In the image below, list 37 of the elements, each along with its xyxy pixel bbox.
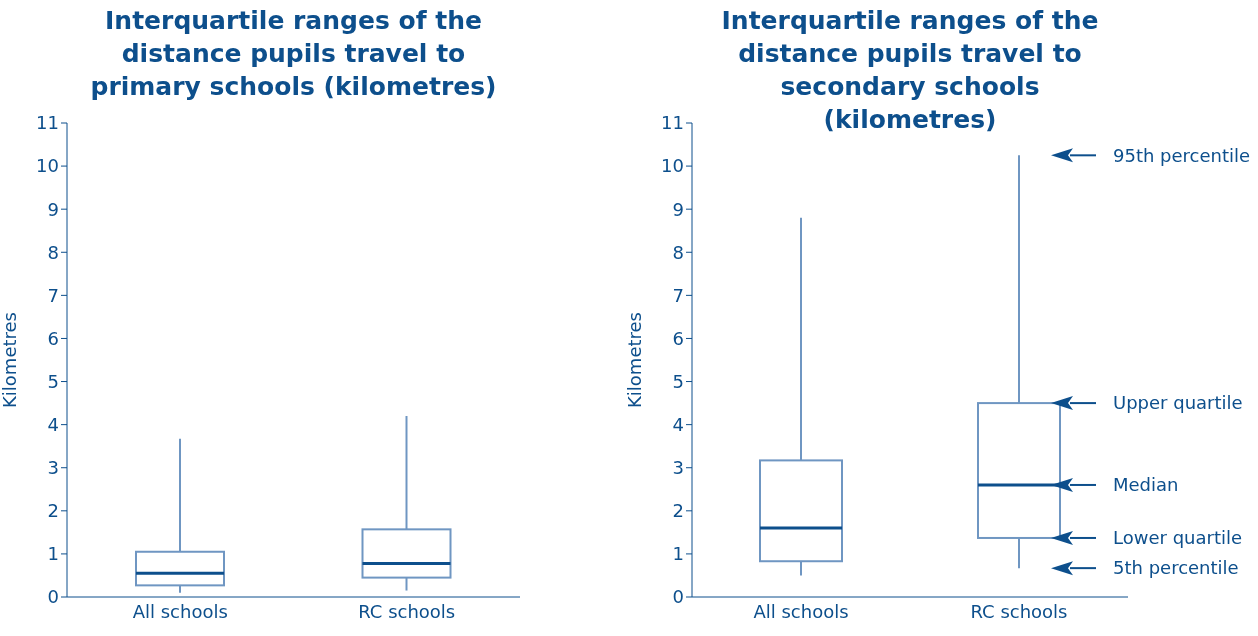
y-axis-title: Kilometres — [0, 312, 21, 408]
y-tick-label: 6 — [47, 327, 59, 349]
annotation: Median — [1113, 474, 1179, 496]
y-tick-label: 1 — [672, 543, 684, 565]
y-tick-label: 7 — [47, 284, 59, 306]
y-axis-title: Kilometres — [624, 312, 646, 408]
annotation: 5th percentile — [1113, 557, 1239, 579]
y-tick-label: 11 — [36, 112, 59, 134]
y-tick-label: 5 — [672, 370, 684, 392]
y-tick-label: 7 — [672, 284, 684, 306]
chart-title: Interquartile ranges of the distance pupils travel to secondary schools (kilometres) — [720, 5, 1100, 136]
annotation: Lower quartile — [1113, 527, 1243, 549]
y-tick-label: 8 — [672, 241, 684, 263]
y-tick-label: 10 — [36, 155, 59, 177]
x-tick-label: All schools — [132, 600, 228, 622]
y-tick-label: 3 — [672, 457, 684, 479]
y-tick-label: 0 — [672, 586, 684, 608]
y-tick-label: 11 — [661, 112, 684, 134]
y-tick-label: 2 — [47, 500, 59, 522]
y-tick-label: 2 — [672, 500, 684, 522]
y-tick-label: 9 — [672, 198, 684, 220]
x-tick-label: RC schools — [358, 600, 456, 622]
y-tick-label: 3 — [47, 457, 59, 479]
y-tick-label: 5 — [47, 370, 59, 392]
chart-title: Interquartile ranges of the distance pupils travel to primary schools (kilometres) — [89, 5, 498, 103]
y-tick-label: 4 — [47, 414, 59, 436]
annotation: 95th percentile — [1113, 144, 1251, 166]
y-tick-label: 9 — [47, 198, 59, 220]
y-tick-label: 1 — [47, 543, 59, 565]
y-tick-label: 6 — [672, 327, 684, 349]
x-tick-label: RC schools — [970, 600, 1068, 622]
y-tick-label: 10 — [661, 155, 684, 177]
y-tick-label: 0 — [47, 586, 59, 608]
y-tick-label: 8 — [47, 241, 59, 263]
x-tick-label: All schools — [753, 600, 849, 622]
annotation: Upper quartile — [1113, 392, 1243, 414]
y-tick-label: 4 — [672, 414, 684, 436]
